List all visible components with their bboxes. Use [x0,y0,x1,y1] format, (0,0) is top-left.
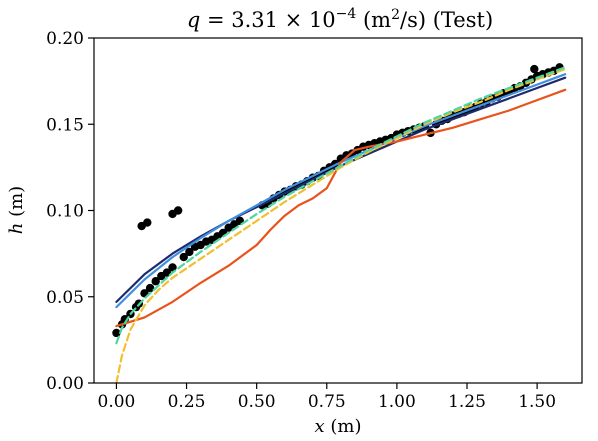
x-tick-label: 1.25 [448,392,486,412]
y-tick-label: 0.10 [46,202,84,222]
x-tick-label: 0.75 [308,392,346,412]
data-point [168,263,177,272]
data-point [168,209,177,219]
data-point [530,64,539,74]
data-point [143,218,152,227]
series-line-2 [115,88,567,328]
x-tick-label: 0.25 [168,392,206,412]
series-line-4 [115,66,567,345]
y-tick-label: 0.20 [46,29,84,49]
series-line-1 [115,73,567,309]
y-tick-label: 0.00 [46,374,84,394]
data-point [151,277,160,286]
plot-area [112,63,567,383]
plot-frame [93,37,583,384]
data-point [179,252,188,262]
series-layer [112,63,567,383]
series-line-0 [115,76,567,303]
x-axis-ticks: 0.00 0.25 0.50 0.75 1.00 1.25 1.50 [98,383,556,412]
y-axis-label: h (m) [6,186,27,234]
x-tick-label: 1.00 [378,392,416,412]
x-tick-label: 0.00 [98,392,136,412]
x-axis-label: x (m) [315,416,362,437]
data-point [185,247,194,257]
chart-title: q = 3.31 × 10−4 (m2/s) (Test) [187,6,493,32]
data-point [112,328,121,338]
x-tick-label: 0.50 [238,392,276,412]
x-tick-label: 1.50 [518,392,556,412]
data-point [145,283,155,293]
y-tick-label: 0.05 [46,288,84,308]
series-line-3 [115,68,567,383]
y-tick-label: 0.15 [46,115,84,135]
y-axis-ticks: 0.00 0.05 0.10 0.15 0.20 [46,29,94,394]
